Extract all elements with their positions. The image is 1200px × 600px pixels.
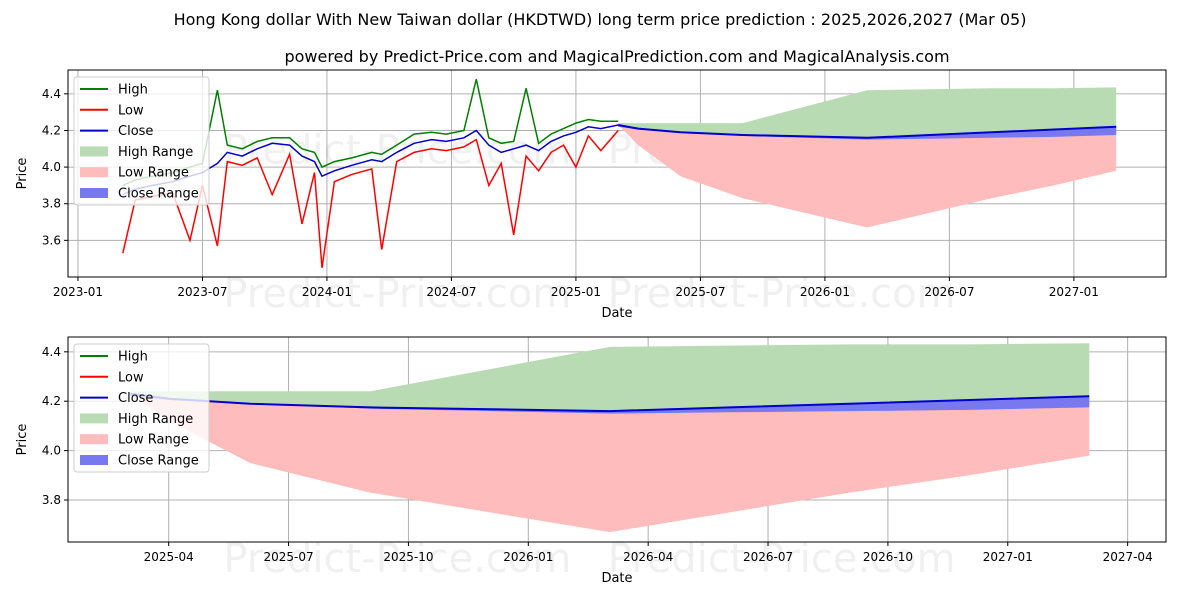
legend-label: Close Range: [118, 187, 199, 202]
y-tick-label: 3.8: [42, 493, 61, 507]
x-tick-label: 2027-04: [1103, 550, 1153, 564]
legend-label: Close Range: [118, 454, 199, 469]
y-axis-label: Price: [15, 158, 30, 190]
x-tick-label: 2025-01: [551, 285, 601, 299]
low-series-line: [122, 130, 619, 268]
x-tick-label: 2027-01: [983, 550, 1033, 564]
chart-title: Hong Kong dollar With New Taiwan dollar …: [174, 10, 1027, 29]
legend-swatch-patch: [80, 455, 108, 465]
watermark-text: Predict-Price.com: [608, 536, 956, 582]
x-tick-label: 2024-01: [302, 285, 352, 299]
legend-label: High Range: [118, 412, 193, 427]
x-tick-label: 2026-10: [863, 550, 913, 564]
legend-swatch-patch: [80, 188, 108, 198]
x-tick-label: 2026-07: [743, 550, 793, 564]
x-tick-label: 2026-01: [800, 285, 850, 299]
y-tick-label: 4.4: [42, 345, 61, 359]
high-series-line: [122, 79, 619, 187]
y-tick-label: 4.0: [42, 160, 61, 174]
low-range-band: [130, 393, 1090, 533]
x-tick-label: 2025-07: [675, 285, 725, 299]
y-axis-label: Price: [15, 424, 30, 456]
watermark-text: Predict-Price.com: [223, 271, 571, 317]
x-tick-label: 2025-07: [263, 550, 313, 564]
legend-label: High Range: [118, 145, 193, 160]
y-tick-label: 4.4: [42, 87, 61, 101]
x-tick-label: 2023-01: [53, 285, 103, 299]
lower-chart-panel: 2025-04 2025-07 2025-10 2026-01 2026-04 2026-…: [15, 336, 1167, 586]
watermark-text: Predict-Price.com: [608, 271, 956, 317]
x-tick-label: 2025-04: [144, 550, 194, 564]
x-tick-label: 2026-07: [924, 285, 974, 299]
legend-swatch-patch: [80, 146, 108, 157]
legend-label: Close: [118, 391, 153, 406]
legend-label: Low Range: [118, 433, 189, 448]
y-tick-label: 4.2: [42, 394, 61, 408]
plot-area: [130, 343, 1090, 533]
legend-label: Low: [118, 370, 144, 385]
legend: High Low Close High Range Low Range Close Ran…: [73, 343, 210, 473]
legend-swatch-patch: [80, 434, 108, 445]
legend-label: Low: [118, 103, 144, 118]
plot-area: [122, 79, 1117, 268]
y-tick-label: 3.8: [42, 197, 61, 211]
x-tick-label: 2026-01: [503, 550, 553, 564]
legend-label: High: [118, 83, 148, 98]
legend-swatch-patch: [80, 413, 108, 424]
legend-label: Low Range: [118, 166, 189, 181]
x-axis-label: Date: [601, 571, 632, 586]
legend-label: Close: [118, 124, 153, 139]
x-tick-label: 2023-07: [177, 285, 227, 299]
low-range-band: [618, 125, 1117, 228]
axes-frame: [67, 336, 1167, 543]
close-series-line: [122, 124, 619, 196]
x-tick-label: 2027-01: [1049, 285, 1099, 299]
close-forecast-line: [618, 124, 1117, 139]
close-range-band: [618, 125, 1117, 140]
y-tick-label: 3.6: [42, 233, 61, 247]
high-range-band: [618, 87, 1117, 138]
chart-subtitle: powered by Predict-Price.com and Magical…: [284, 47, 949, 66]
legend: High Low Close High Range Low Range Close Ran…: [73, 76, 210, 206]
close-range-band: [130, 393, 1090, 414]
y-tick-label: 4.2: [42, 123, 61, 137]
upper-chart-panel: 2023-01 2023-07 2024-01 2024-07 2025-01 2025-…: [15, 69, 1167, 321]
legend-label: High: [118, 350, 148, 365]
high-range-band: [130, 343, 1090, 412]
x-tick-label: 2025-10: [383, 550, 433, 564]
watermark-text: Predict-Price.com: [223, 128, 571, 174]
watermark-text: Predict-Price.com: [223, 536, 571, 582]
y-tick-label: 4.0: [42, 444, 61, 458]
x-tick-label: 2024-07: [426, 285, 476, 299]
x-tick-label: 2026-04: [623, 550, 673, 564]
legend-swatch-patch: [80, 167, 108, 178]
axes-frame: [67, 69, 1167, 278]
x-axis-label: Date: [601, 306, 632, 321]
